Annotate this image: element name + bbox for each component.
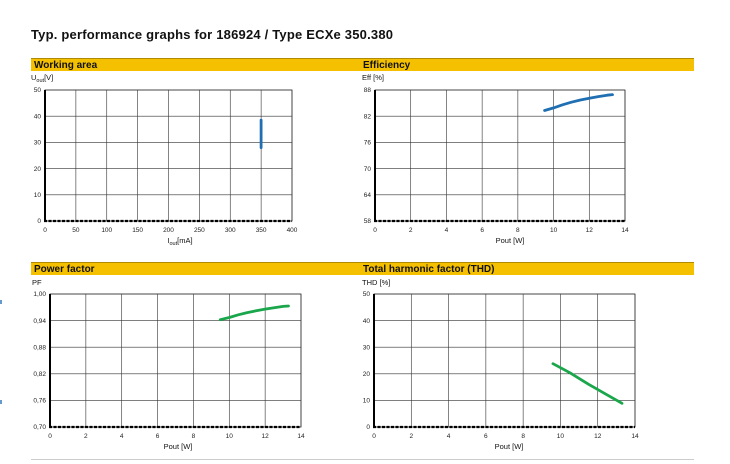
x-tick-label: 6 [480, 227, 484, 234]
y-tick-label: 0,94 [33, 318, 46, 325]
x-tick-label: 8 [516, 227, 520, 234]
y-tick-label: 40 [34, 113, 42, 120]
x-axis-label: Pout [W] [164, 442, 193, 451]
x-tick-label: 8 [192, 433, 196, 440]
y-tick-label: 30 [34, 140, 42, 147]
x-tick-label: 14 [631, 433, 639, 440]
y-tick-label: 88 [364, 87, 372, 94]
x-tick-label: 2 [84, 433, 88, 440]
x-tick-label: 0 [48, 433, 52, 440]
x-tick-label: 10 [226, 433, 234, 440]
x-tick-label: 250 [194, 227, 205, 234]
y-tick-label: 58 [364, 218, 372, 225]
x-tick-label: 10 [557, 433, 565, 440]
x-tick-label: 10 [550, 227, 558, 234]
y-axis-label: Eff [%] [362, 73, 384, 82]
y-tick-label: 40 [363, 318, 371, 325]
x-tick-label: 300 [225, 227, 236, 234]
y-tick-label: 0,76 [33, 398, 46, 405]
y-tick-label: 1,00 [33, 291, 46, 298]
series-line [218, 304, 290, 322]
plot-frame [373, 293, 636, 428]
y-tick-label: 70 [364, 166, 372, 173]
panel-header-working-area: Working area [31, 58, 365, 71]
x-tick-label: 150 [132, 227, 143, 234]
x-tick-label: 50 [72, 227, 80, 234]
x-tick-label: 400 [287, 227, 298, 234]
margin-mark [0, 400, 2, 404]
series-line [551, 362, 624, 405]
margin-mark [0, 300, 2, 304]
y-tick-label: 30 [363, 344, 371, 351]
y-tick-label: 0,88 [33, 344, 46, 351]
x-tick-label: 4 [447, 433, 451, 440]
x-axis-label: Pout [W] [496, 236, 525, 245]
x-tick-label: 350 [256, 227, 267, 234]
panel-header-power-factor: Power factor [31, 262, 365, 275]
y-tick-label: 20 [363, 371, 371, 378]
y-tick-label: 50 [363, 291, 371, 298]
y-tick-label: 0,82 [33, 371, 46, 378]
x-tick-label: 14 [297, 433, 305, 440]
x-tick-label: 0 [43, 227, 47, 234]
y-tick-label: 50 [34, 87, 42, 94]
y-tick-label: 0 [37, 218, 41, 225]
panel-header-efficiency: Efficiency [360, 58, 694, 71]
y-tick-label: 10 [34, 192, 42, 199]
x-tick-label: 100 [101, 227, 112, 234]
y-axis-label: Uout[V] [31, 73, 53, 84]
panel-header-thd: Total harmonic factor (THD) [360, 262, 694, 275]
x-axis-label: Iout[mA] [167, 236, 192, 247]
series-line [543, 93, 614, 112]
y-tick-label: 64 [364, 192, 372, 199]
y-tick-label: 82 [364, 113, 372, 120]
x-tick-label: 0 [373, 227, 377, 234]
page-title: Typ. performance graphs for 186924 / Typ… [31, 27, 394, 42]
x-tick-label: 12 [586, 227, 594, 234]
y-tick-label: 76 [364, 140, 372, 147]
y-axis-label: PF [32, 278, 42, 287]
y-axis-label: THD [%] [362, 278, 390, 287]
x-tick-label: 200 [163, 227, 174, 234]
y-tick-label: 20 [34, 166, 42, 173]
x-tick-label: 2 [409, 433, 413, 440]
y-tick-label: 10 [363, 398, 371, 405]
x-tick-label: 12 [594, 433, 602, 440]
x-tick-label: 6 [484, 433, 488, 440]
x-tick-label: 12 [262, 433, 270, 440]
footer-divider [31, 459, 694, 460]
x-tick-label: 4 [445, 227, 449, 234]
y-tick-label: 0 [366, 424, 370, 431]
x-tick-label: 4 [120, 433, 124, 440]
x-axis-label: Pout [W] [495, 442, 524, 451]
x-tick-label: 0 [372, 433, 376, 440]
x-tick-label: 14 [621, 227, 629, 234]
y-tick-label: 0,70 [33, 424, 46, 431]
x-tick-label: 8 [521, 433, 525, 440]
x-tick-label: 6 [156, 433, 160, 440]
x-tick-label: 2 [409, 227, 413, 234]
